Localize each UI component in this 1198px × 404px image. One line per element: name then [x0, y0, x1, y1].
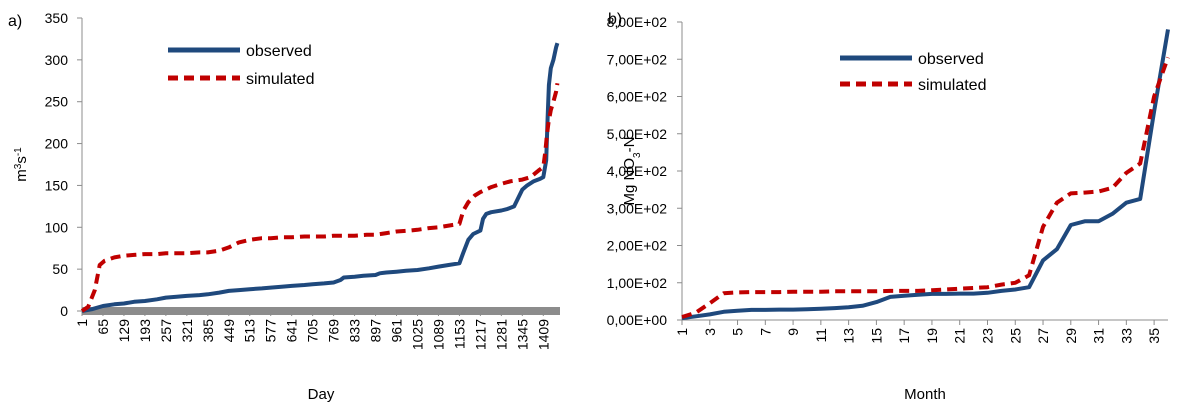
x-tick-label: 705: [305, 319, 321, 343]
y-tick-label: 0: [60, 303, 68, 319]
y-tick-label: 2,00E+02: [607, 238, 668, 254]
y-tick-label: 50: [52, 261, 68, 277]
y-tick-label: 1,00E+02: [607, 275, 668, 291]
y-tick-label: 150: [45, 177, 69, 193]
x-tick-label: 129: [116, 319, 132, 343]
panel-label: b): [608, 11, 622, 28]
x-axis-zero-band: [82, 307, 560, 315]
y-tick-label: 6,00E+02: [607, 89, 668, 105]
y-tick-label: 7,00E+02: [607, 51, 668, 67]
x-tick-label: 25: [1007, 328, 1023, 344]
x-tick-label: 1409: [535, 319, 551, 350]
legend-label-simulated: simulated: [918, 77, 986, 94]
x-tick-label: 833: [347, 319, 363, 343]
x-tick-label: 1153: [451, 319, 467, 349]
y-axis-title-part: Mg NO: [621, 158, 638, 206]
y-tick-label: 300: [45, 52, 69, 68]
y-tick-label: 8,00E+02: [607, 14, 668, 30]
x-tick-label: 1345: [514, 319, 530, 350]
x-tick-label: 769: [326, 319, 342, 343]
y-axis-title-part: s: [13, 156, 30, 164]
x-tick-label: 3: [702, 328, 718, 336]
x-tick-label: 577: [263, 319, 279, 343]
panel-label: a): [8, 13, 22, 30]
x-tick-label: 9: [785, 328, 801, 336]
x-tick-label: 13: [841, 328, 857, 344]
x-tick-label: 27: [1035, 328, 1051, 344]
x-tick-label: 193: [137, 319, 153, 343]
x-tick-label: 1281: [493, 319, 509, 350]
x-tick-label: 513: [242, 319, 258, 343]
x-tick-label: 385: [200, 319, 216, 343]
panel-b-nitrate-chart: b) 0,00E+00 1,00E+02 2,00E+02 3,00E+02 4,00E+…: [607, 11, 1170, 403]
x-axis-title: Day: [308, 386, 335, 403]
y-axis-title-part: m: [13, 169, 30, 182]
x-tick-label: 15: [868, 328, 884, 344]
y-tick-label: 250: [45, 94, 69, 110]
x-tick-label: 21: [952, 328, 968, 344]
y-axis-title: Mg NO3-N: [621, 137, 643, 206]
x-tick-label: 7: [757, 328, 773, 336]
y-axis-title-part: 3: [632, 152, 643, 158]
x-tick-label: 1025: [409, 319, 425, 350]
y-tick-label: 350: [45, 10, 69, 26]
series-line-observed: [81, 42, 560, 313]
series-line-observed: [681, 29, 1170, 321]
x-tick-label: 1217: [472, 319, 488, 350]
y-tick-label: 100: [45, 219, 69, 235]
y-tick-label: 200: [45, 136, 69, 152]
x-tick-label: 897: [368, 319, 384, 343]
x-tick-label: 1: [674, 328, 690, 336]
x-tick-label: 19: [924, 328, 940, 344]
y-tick-label: 3,00E+02: [607, 200, 668, 216]
x-axis-title: Month: [904, 386, 946, 403]
legend-label-simulated: simulated: [246, 71, 314, 88]
legend-label-observed: observed: [246, 43, 312, 60]
x-tick-label: 11: [813, 328, 829, 343]
x-tick-label: 449: [221, 319, 237, 343]
series-line-simulated: [681, 56, 1170, 319]
y-tick-label: 0,00E+00: [607, 312, 668, 328]
y-axis-title: m3s-1: [13, 147, 31, 182]
x-tick-label: 35: [1146, 328, 1162, 344]
x-tick-label: 961: [389, 319, 405, 343]
x-tick-label: 31: [1091, 328, 1107, 344]
y-axis-title-part: -1: [13, 147, 24, 156]
x-tick-label: 5: [730, 328, 746, 336]
x-tick-label: 17: [896, 328, 912, 344]
x-tick-label: 29: [1063, 328, 1079, 344]
x-tick-label: 33: [1118, 328, 1134, 344]
x-tick-label: 23: [979, 328, 995, 344]
y-axis-title-part: -N: [621, 137, 638, 153]
x-tick-label: 257: [158, 319, 174, 343]
x-tick-label: 321: [179, 319, 195, 343]
y-tick-label: 4,00E+02: [607, 163, 668, 179]
legend-label-observed: observed: [918, 51, 984, 68]
x-tick-label: 641: [284, 319, 300, 343]
x-tick-label: 65: [95, 319, 111, 335]
series-line-simulated: [80, 82, 560, 313]
x-tick-label: 1089: [430, 319, 446, 350]
y-tick-label: 5,00E+02: [607, 126, 668, 142]
y-axis-title-part: 3: [13, 163, 24, 169]
x-tick-label: 1: [74, 319, 90, 327]
